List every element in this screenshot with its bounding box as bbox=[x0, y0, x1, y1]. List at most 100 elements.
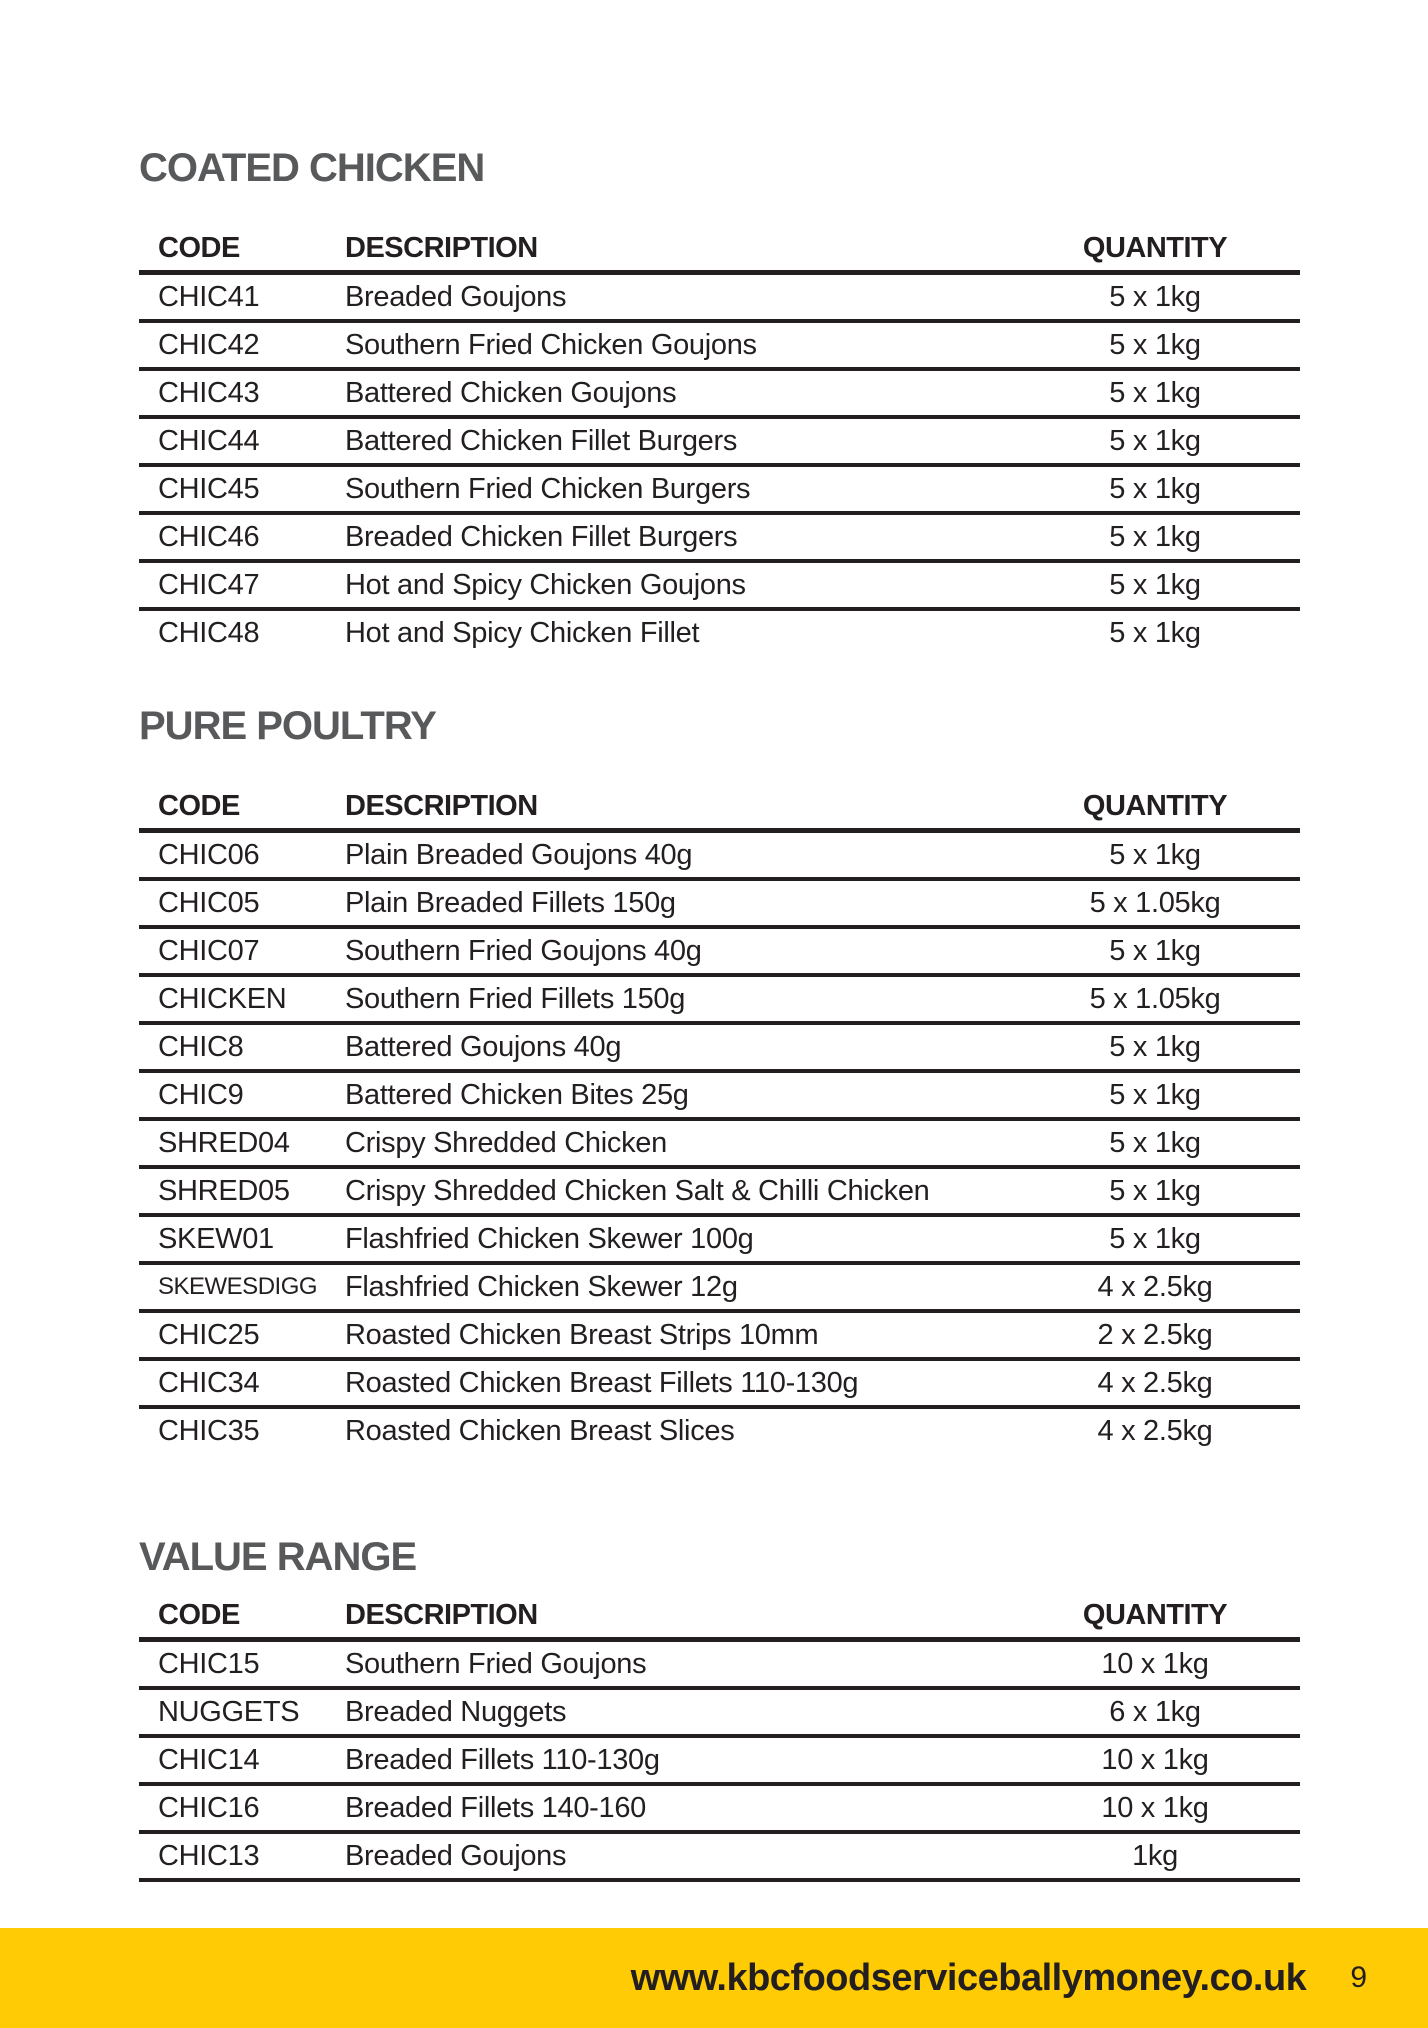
product-description: Breaded Chicken Fillet Burgers bbox=[345, 520, 738, 553]
product-code: CHIC47 bbox=[158, 568, 260, 601]
product-code: CHIC46 bbox=[158, 520, 260, 553]
table-row: SHRED04 Crispy Shredded Chicken 5 x 1kg bbox=[139, 1121, 1300, 1169]
product-quantity: 4 x 2.5kg bbox=[1097, 1366, 1213, 1399]
table-row: CHIC47 Hot and Spicy Chicken Goujons 5 x 1… bbox=[139, 563, 1300, 611]
product-description: Breaded Nuggets bbox=[345, 1695, 567, 1728]
product-quantity: 5 x 1kg bbox=[1109, 934, 1201, 967]
table-row: CHIC05 Plain Breaded Fillets 150g 5 x 1.05… bbox=[139, 881, 1300, 929]
product-code: CHIC35 bbox=[158, 1414, 260, 1447]
product-description: Breaded Goujons bbox=[345, 280, 567, 313]
table-row: CHIC41 Breaded Goujons 5 x 1kg bbox=[139, 275, 1300, 323]
product-quantity: 5 x 1kg bbox=[1109, 1222, 1201, 1255]
product-description: Plain Breaded Fillets 150g bbox=[345, 886, 676, 919]
column-header-quantity: QUANTITY bbox=[1082, 789, 1228, 822]
table-row: CHIC14 Breaded Fillets 110-130g 10 x 1kg bbox=[139, 1738, 1300, 1786]
column-header-quantity: QUANTITY bbox=[1082, 231, 1228, 264]
section-title: COATED CHICKEN bbox=[139, 146, 485, 190]
product-code: CHIC14 bbox=[158, 1743, 260, 1776]
section-title: PURE POULTRY bbox=[139, 704, 437, 748]
product-quantity: 5 x 1kg bbox=[1109, 424, 1201, 457]
product-table: CODE DESCRIPTION QUANTITY CHIC41 Breaded … bbox=[139, 226, 1300, 655]
product-description: Roasted Chicken Breast Slices bbox=[345, 1414, 735, 1447]
product-code: NUGGETS bbox=[158, 1695, 300, 1728]
product-quantity: 5 x 1.05kg bbox=[1089, 886, 1221, 919]
product-quantity: 10 x 1kg bbox=[1101, 1791, 1209, 1824]
product-description: Southern Fried Goujons bbox=[345, 1647, 647, 1680]
product-description: Crispy Shredded Chicken bbox=[345, 1126, 667, 1159]
product-table: CODE DESCRIPTION QUANTITY CHIC06 Plain Br… bbox=[139, 784, 1300, 1453]
product-quantity: 1kg bbox=[1132, 1839, 1178, 1872]
product-description: Hot and Spicy Chicken Goujons bbox=[345, 568, 746, 601]
product-code: SHRED05 bbox=[158, 1174, 290, 1207]
product-description: Southern Fried Chicken Burgers bbox=[345, 472, 751, 505]
table-row: CHIC8 Battered Goujons 40g 5 x 1kg bbox=[139, 1025, 1300, 1073]
table-row: NUGGETS Breaded Nuggets 6 x 1kg bbox=[139, 1690, 1300, 1738]
product-description: Battered Goujons 40g bbox=[345, 1030, 622, 1063]
product-quantity: 10 x 1kg bbox=[1101, 1647, 1209, 1680]
product-code: CHIC41 bbox=[158, 280, 260, 313]
product-quantity: 6 x 1kg bbox=[1109, 1695, 1201, 1728]
product-description: Roasted Chicken Breast Strips 10mm bbox=[345, 1318, 819, 1351]
product-quantity: 5 x 1.05kg bbox=[1089, 982, 1221, 1015]
table-row: CHIC48 Hot and Spicy Chicken Fillet 5 x 1k… bbox=[139, 611, 1300, 655]
section-pure-poultry: PURE POULTRY CODE DESCRIPTION QUANTITY C… bbox=[139, 706, 1300, 1453]
column-header-code: CODE bbox=[158, 1598, 240, 1631]
column-header-description: DESCRIPTION bbox=[345, 1598, 538, 1631]
table-header-row: CODE DESCRIPTION QUANTITY bbox=[139, 784, 1300, 833]
table-header-row: CODE DESCRIPTION QUANTITY bbox=[139, 1593, 1300, 1642]
table-row: CHIC45 Southern Fried Chicken Burgers 5 x … bbox=[139, 467, 1300, 515]
product-description: Battered Chicken Fillet Burgers bbox=[345, 424, 738, 457]
website-link[interactable]: www.kbcfoodserviceballymoney.co.uk bbox=[630, 1956, 1307, 1999]
table-row: CHICKEN Southern Fried Fillets 150g 5 x 1.… bbox=[139, 977, 1300, 1025]
table-body: CHIC15 Southern Fried Goujons 10 x 1kg NUGG… bbox=[139, 1642, 1300, 1882]
product-description: Southern Fried Fillets 150g bbox=[345, 982, 686, 1015]
product-description: Breaded Goujons bbox=[345, 1839, 567, 1872]
product-code: CHIC8 bbox=[158, 1030, 244, 1063]
product-code: SHRED04 bbox=[158, 1126, 290, 1159]
product-description: Breaded Fillets 110-130g bbox=[345, 1743, 660, 1776]
product-quantity: 5 x 1kg bbox=[1109, 616, 1201, 649]
table-row: CHIC06 Plain Breaded Goujons 40g 5 x 1kg bbox=[139, 833, 1300, 881]
table-row: CHIC35 Roasted Chicken Breast Slices 4 x 2… bbox=[139, 1409, 1300, 1453]
table-header-row: CODE DESCRIPTION QUANTITY bbox=[139, 226, 1300, 275]
product-quantity: 10 x 1kg bbox=[1101, 1743, 1209, 1776]
product-description: Crispy Shredded Chicken Salt & Chilli Ch… bbox=[345, 1174, 930, 1207]
column-header-code: CODE bbox=[158, 789, 240, 822]
table-row: CHIC16 Breaded Fillets 140-160 10 x 1kg bbox=[139, 1786, 1300, 1834]
table-row: CHIC34 Roasted Chicken Breast Fillets 110… bbox=[139, 1361, 1300, 1409]
product-quantity: 4 x 2.5kg bbox=[1097, 1270, 1213, 1303]
product-code: SKEW01 bbox=[158, 1222, 274, 1255]
product-description: Southern Fried Chicken Goujons bbox=[345, 328, 757, 361]
table-row: CHIC43 Battered Chicken Goujons 5 x 1kg bbox=[139, 371, 1300, 419]
product-code: CHIC07 bbox=[158, 934, 260, 967]
page-content: COATED CHICKEN CODE DESCRIPTION QUANTITY… bbox=[139, 0, 1300, 1882]
table-row: CHIC15 Southern Fried Goujons 10 x 1kg bbox=[139, 1642, 1300, 1690]
product-code: CHIC06 bbox=[158, 838, 260, 871]
product-code: CHIC44 bbox=[158, 424, 260, 457]
section-coated-chicken: COATED CHICKEN CODE DESCRIPTION QUANTITY… bbox=[139, 148, 1300, 655]
column-header-code: CODE bbox=[158, 231, 240, 264]
product-quantity: 5 x 1kg bbox=[1109, 1030, 1201, 1063]
table-row: CHIC46 Breaded Chicken Fillet Burgers 5 x … bbox=[139, 515, 1300, 563]
product-description: Hot and Spicy Chicken Fillet bbox=[345, 616, 700, 649]
column-header-description: DESCRIPTION bbox=[345, 789, 538, 822]
product-code: CHIC9 bbox=[158, 1078, 244, 1111]
product-quantity: 5 x 1kg bbox=[1109, 568, 1201, 601]
product-description: Flashfried Chicken Skewer 12g bbox=[345, 1270, 738, 1303]
column-header-quantity: QUANTITY bbox=[1082, 1598, 1228, 1631]
product-code: CHIC16 bbox=[158, 1791, 260, 1824]
product-quantity: 5 x 1kg bbox=[1109, 1174, 1201, 1207]
product-quantity: 5 x 1kg bbox=[1109, 376, 1201, 409]
section-title: VALUE RANGE bbox=[139, 1535, 417, 1579]
table-body: CHIC41 Breaded Goujons 5 x 1kg CHIC42 Southe… bbox=[139, 275, 1300, 655]
product-description: Southern Fried Goujons 40g bbox=[345, 934, 702, 967]
table-row: CHIC9 Battered Chicken Bites 25g 5 x 1kg bbox=[139, 1073, 1300, 1121]
product-quantity: 5 x 1kg bbox=[1109, 328, 1201, 361]
product-quantity: 5 x 1kg bbox=[1109, 280, 1201, 313]
product-code: CHIC42 bbox=[158, 328, 260, 361]
page-number: 9 bbox=[1350, 1961, 1367, 1994]
product-table: CODE DESCRIPTION QUANTITY CHIC15 Southern… bbox=[139, 1593, 1300, 1882]
product-code: CHIC34 bbox=[158, 1366, 260, 1399]
section-value-range: VALUE RANGE CODE DESCRIPTION QUANTITY CH… bbox=[139, 1537, 1300, 1882]
